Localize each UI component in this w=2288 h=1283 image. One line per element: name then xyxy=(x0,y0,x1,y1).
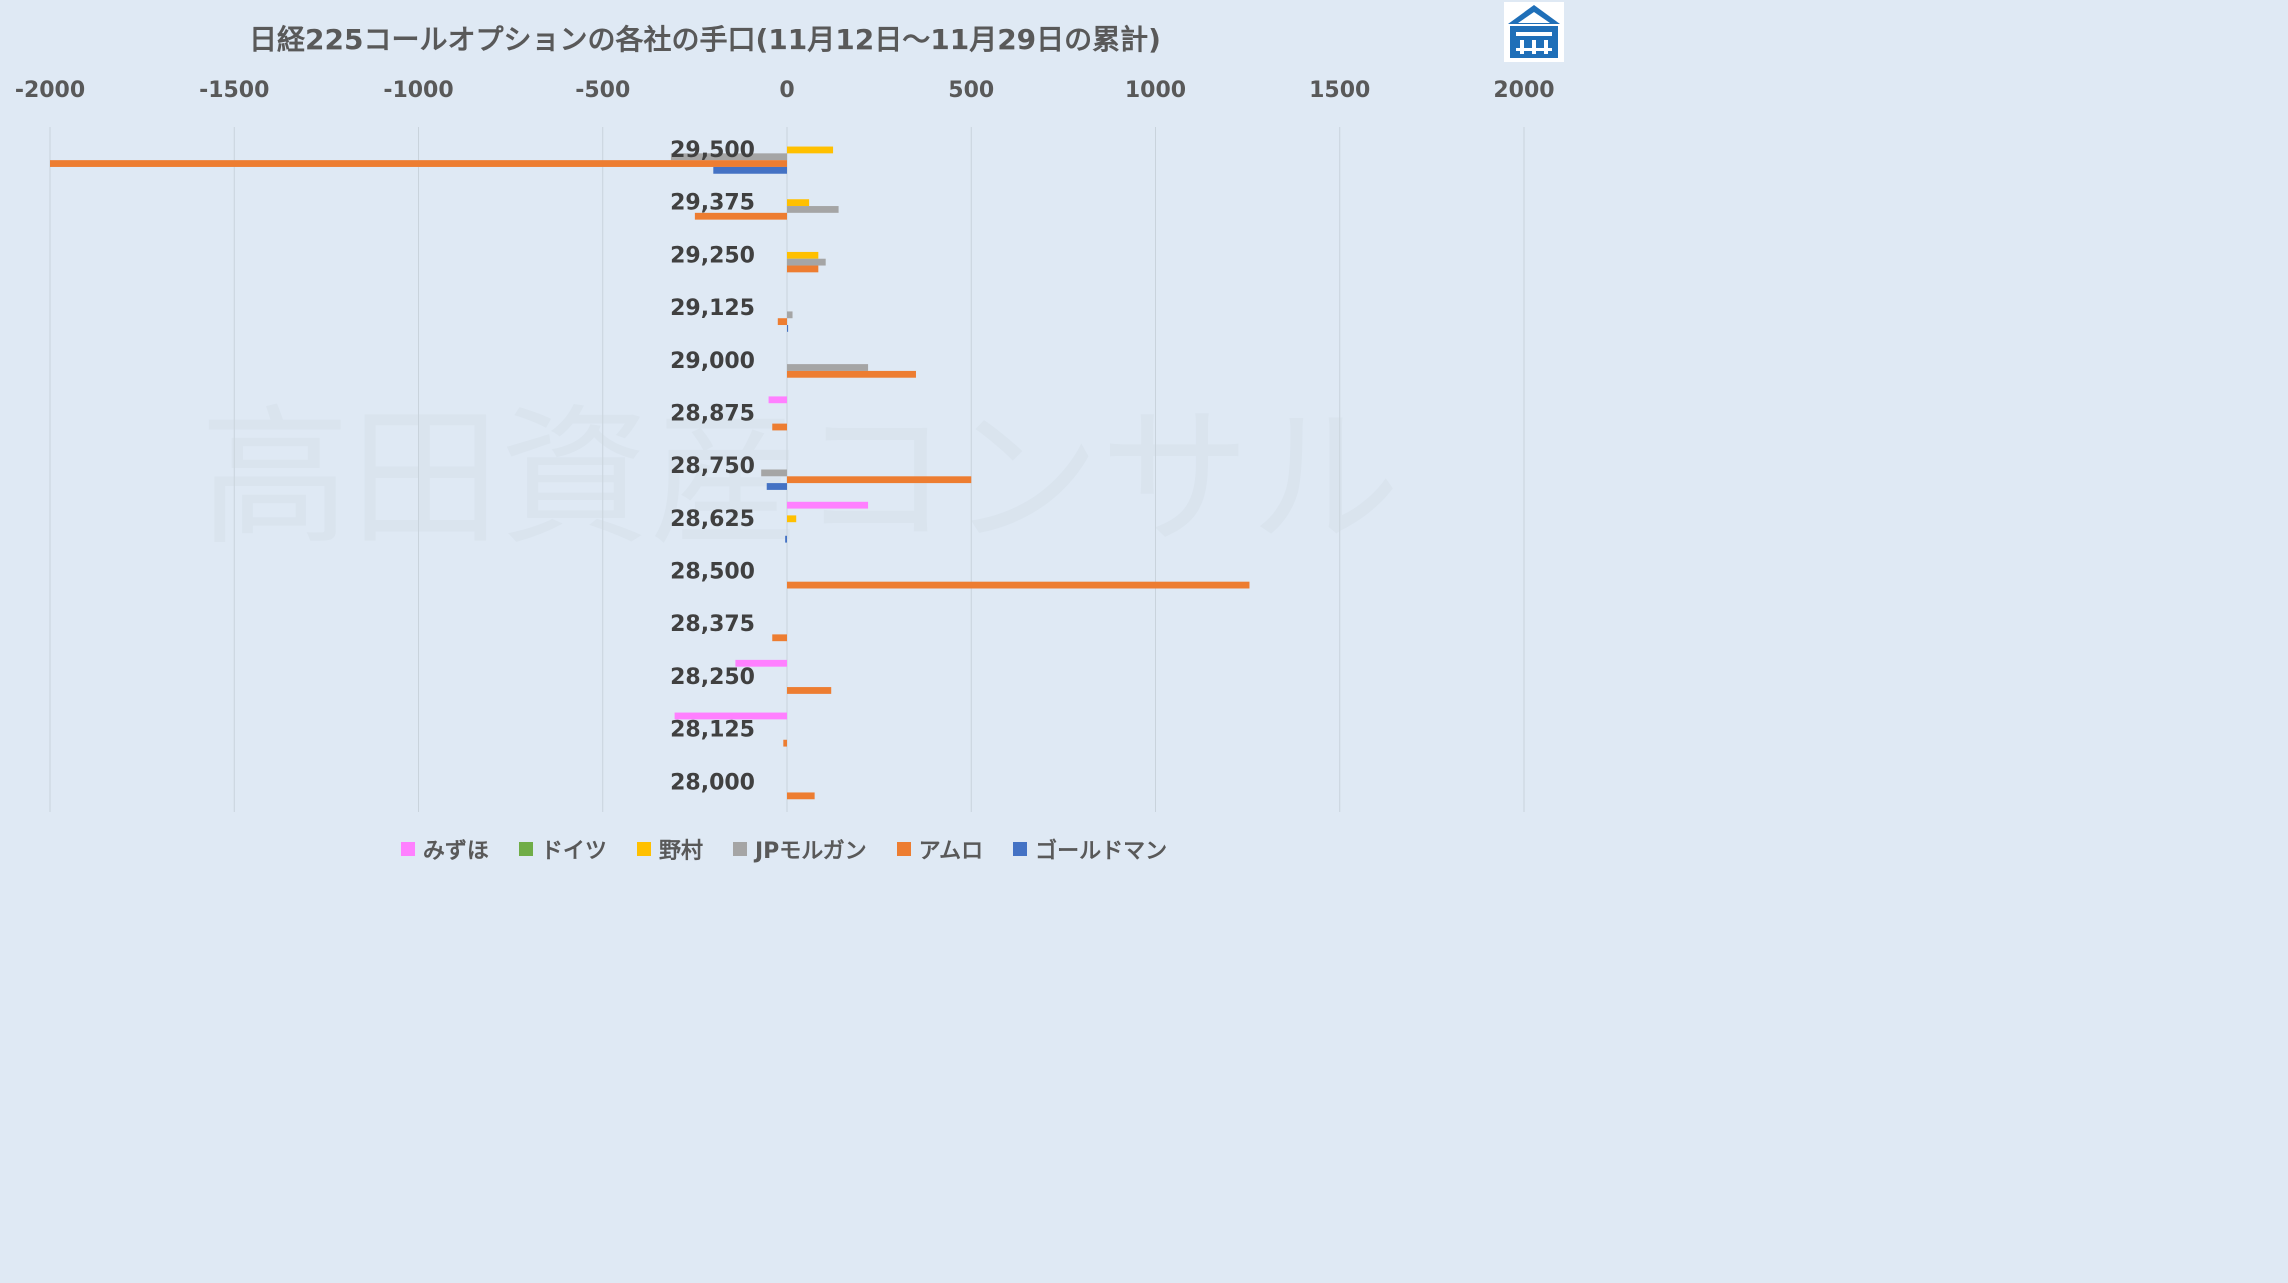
category-label: 28,750 xyxy=(670,454,755,479)
bar xyxy=(783,739,787,747)
x-tick-label: 1500 xyxy=(1309,78,1370,103)
legend-item: JPモルガン xyxy=(732,833,867,865)
plot-area: 高田資産コンサル -2000 -1500 -1000 -500 0 500 1000 1500… xyxy=(15,78,1555,812)
legend-swatch xyxy=(732,842,747,856)
category-label: 29,375 xyxy=(670,191,755,216)
bar xyxy=(735,659,787,667)
category-label: 28,625 xyxy=(670,507,755,532)
bar xyxy=(787,258,826,266)
x-tick-label: -1500 xyxy=(199,78,269,103)
bar xyxy=(787,265,819,273)
x-tick-label: 500 xyxy=(948,78,994,103)
bar xyxy=(674,712,787,720)
company-logo xyxy=(1504,2,1564,62)
x-tick-label: -1000 xyxy=(383,78,453,103)
bar xyxy=(766,483,787,490)
legend-swatch xyxy=(636,842,651,856)
category-label: 28,500 xyxy=(670,560,755,585)
x-tick-label: -500 xyxy=(575,78,630,103)
bars xyxy=(50,146,1250,800)
legend-label: アムロ xyxy=(918,839,984,864)
bar xyxy=(787,206,839,213)
chart: 日経225コールオプションの各社の手口(11月12日～11月29日の累計) 高田… xyxy=(0,0,1568,879)
bar xyxy=(787,251,819,259)
bar xyxy=(777,318,787,326)
category-label: 29,125 xyxy=(670,296,755,321)
legend-label: ドイツ xyxy=(540,839,607,864)
legend-item: アムロ xyxy=(896,833,984,865)
legend-item: みずほ xyxy=(400,833,489,865)
legend-label: みずほ xyxy=(422,839,489,864)
bar xyxy=(787,364,869,371)
x-tick-label: 1000 xyxy=(1125,78,1186,103)
bar xyxy=(670,153,787,161)
category-label: 29,250 xyxy=(670,243,755,268)
bar xyxy=(787,501,869,509)
bar xyxy=(50,160,787,167)
x-tick-labels: -2000 -1500 -1000 -500 0 500 1000 1500 2000 xyxy=(15,78,1555,103)
bar xyxy=(772,634,787,642)
category-label: 28,000 xyxy=(670,770,755,795)
bar xyxy=(787,146,834,154)
legend-item: 野村 xyxy=(636,833,703,865)
bar xyxy=(787,792,815,800)
bar xyxy=(787,687,832,694)
bar xyxy=(785,535,787,543)
bar xyxy=(787,370,916,378)
bar xyxy=(694,212,787,220)
bar xyxy=(787,199,810,207)
x-tick-label: 2000 xyxy=(1493,78,1554,103)
x-tick-label: 0 xyxy=(779,78,794,103)
chart-title: 日経225コールオプションの各社の手口(11月12日～11月29日の累計) xyxy=(249,23,1161,56)
bar xyxy=(768,396,787,404)
category-label: 28,125 xyxy=(670,718,755,743)
bar xyxy=(787,311,793,319)
category-label: 28,250 xyxy=(670,665,755,690)
category-label: 28,375 xyxy=(670,612,755,637)
bar xyxy=(761,469,787,477)
bar xyxy=(787,325,789,332)
legend-swatch xyxy=(400,842,415,856)
legend-swatch xyxy=(518,842,533,856)
category-label: 29,500 xyxy=(670,138,755,163)
bar xyxy=(787,476,972,484)
bar xyxy=(713,166,787,174)
category-labels: 29,500 29,375 29,250 29,125 29,000 28,875 28,7… xyxy=(670,138,755,795)
legend-swatch xyxy=(1013,842,1028,856)
legend-label: ゴールドマン xyxy=(1035,839,1168,864)
category-label: 29,000 xyxy=(670,349,755,374)
legend-label: JPモルガン xyxy=(754,839,867,864)
x-tick-label: -2000 xyxy=(15,78,85,103)
legend-label: 野村 xyxy=(658,839,703,864)
legend-item: ドイツ xyxy=(518,833,607,865)
bar xyxy=(787,581,1250,589)
legend: みずほ ドイツ 野村 JPモルガン アムロ ゴールドマン xyxy=(0,833,1568,865)
house-kanji-logo-icon xyxy=(1508,5,1560,58)
legend-item: ゴールドマン xyxy=(1013,833,1167,865)
legend-swatch xyxy=(896,842,911,856)
category-label: 28,875 xyxy=(670,401,755,426)
bar xyxy=(787,515,797,523)
bar xyxy=(772,423,787,431)
